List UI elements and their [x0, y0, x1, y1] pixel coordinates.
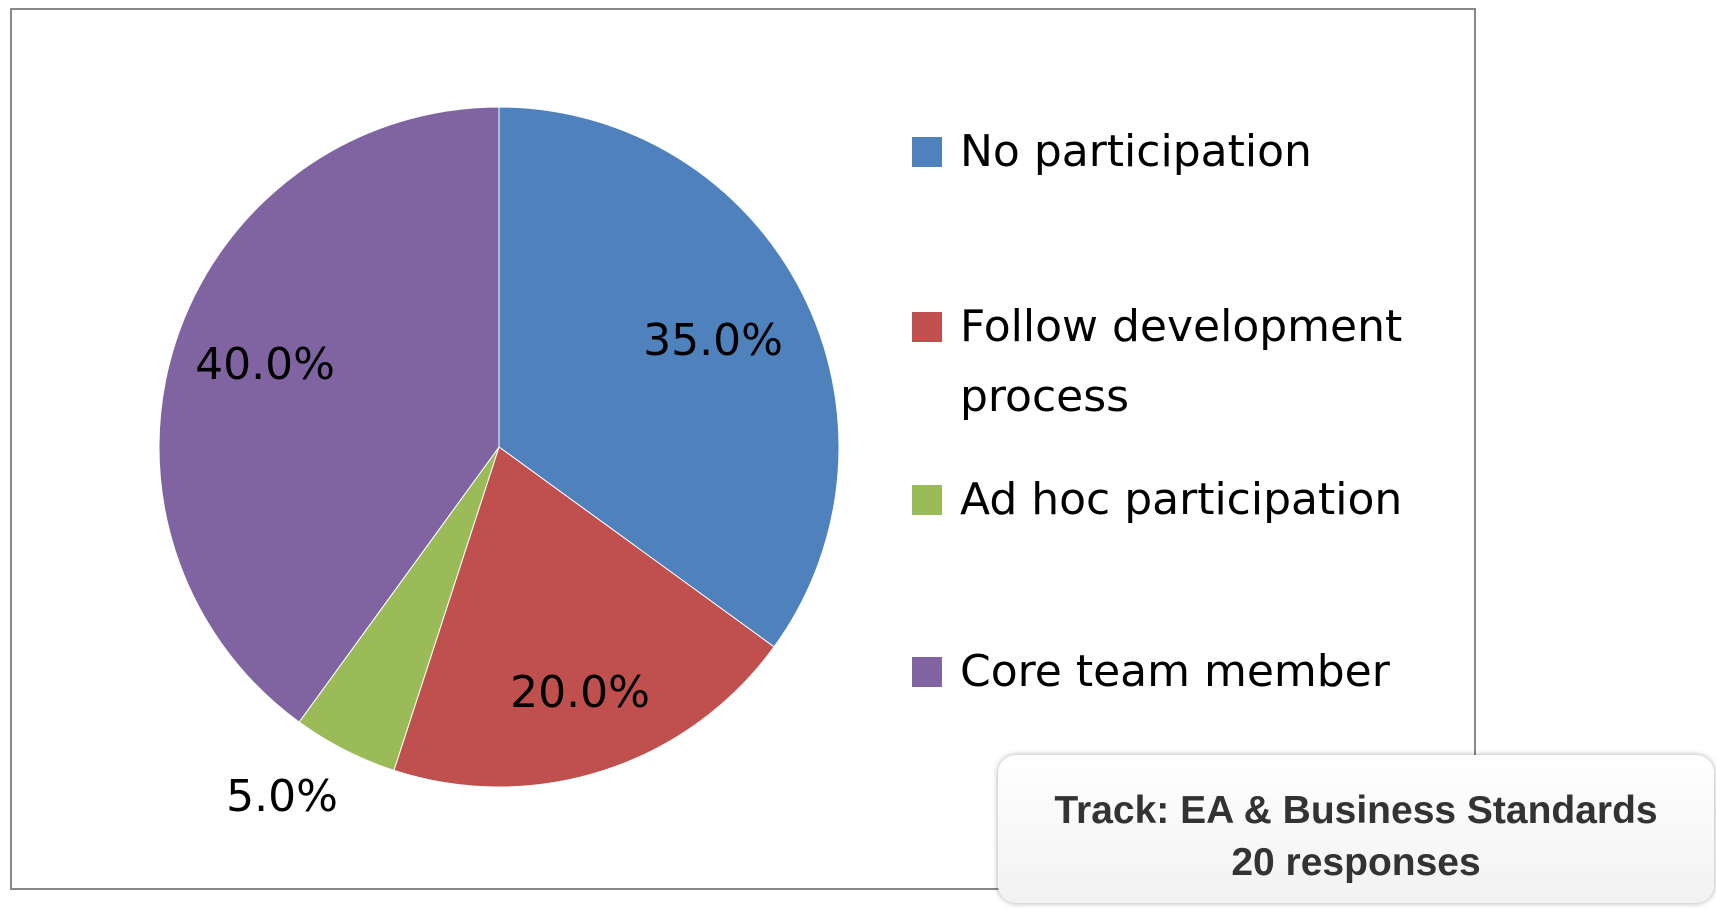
legend-item: Core team member — [912, 637, 1452, 707]
annotation: Track: EA & Business Standards — [1054, 789, 1658, 832]
legend-label: Core team member — [960, 646, 1390, 697]
data-label: 5.0% — [226, 771, 338, 822]
legend-swatch — [912, 485, 942, 515]
legend-label: No participation — [960, 126, 1312, 177]
legend-item: No participation — [912, 117, 1452, 187]
pie-slice — [393, 446, 775, 788]
data-label: 35.0% — [643, 315, 783, 366]
pie-slice — [158, 106, 500, 723]
pie-slice — [498, 106, 840, 648]
legend-item: Follow development process — [912, 292, 1452, 432]
annotation-box: Track: EA & Business Standards 20 respon… — [998, 755, 1714, 903]
legend-swatch — [912, 657, 942, 687]
legend-swatch — [912, 137, 942, 167]
legend-item: Ad hoc participation — [912, 465, 1452, 535]
data-label: 40.0% — [195, 339, 335, 390]
annotation: 20 responses — [1231, 841, 1481, 884]
data-label: 20.0% — [510, 667, 650, 718]
legend-label: Ad hoc participation — [960, 474, 1403, 525]
legend-label: Follow development process — [960, 301, 1403, 422]
legend-swatch — [912, 312, 942, 342]
